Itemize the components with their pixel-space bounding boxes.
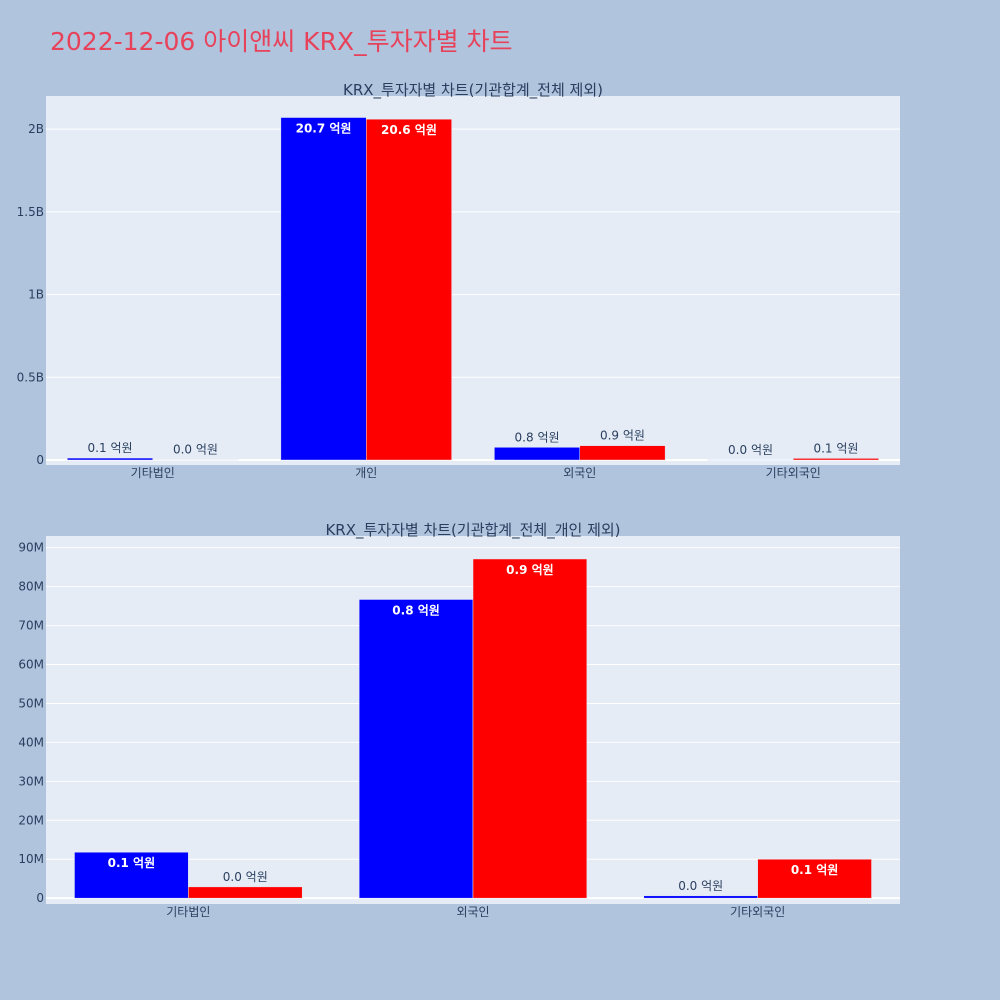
data-label: 20.6 억원 xyxy=(381,123,437,137)
data-label: 0.9 억원 xyxy=(506,563,554,577)
y-tick-label: 80M xyxy=(18,580,44,594)
data-label: 0.0 억원 xyxy=(678,879,723,893)
y-tick-label: 40M xyxy=(18,735,44,749)
y-tick-label: 1B xyxy=(28,288,44,302)
data-label: 0.0 억원 xyxy=(173,443,218,457)
data-label: 0.0 억원 xyxy=(728,443,773,457)
bar xyxy=(358,599,474,899)
y-tick-label: 50M xyxy=(18,696,44,710)
data-label: 0.1 억원 xyxy=(791,863,839,877)
bar xyxy=(579,445,666,461)
y-tick-label: 20M xyxy=(18,813,44,827)
bar xyxy=(67,457,153,461)
bar xyxy=(280,117,367,461)
chart-title: KRX_투자자별 차트(기관합계_전체_개인 제외) xyxy=(325,521,620,540)
y-tick-label: 70M xyxy=(18,619,44,633)
y-tick-label: 0 xyxy=(36,891,44,905)
x-tick-label: 기타법인 xyxy=(166,905,210,919)
data-label: 0.8 억원 xyxy=(392,603,440,617)
data-label: 0.1 억원 xyxy=(108,856,156,870)
x-tick-label: 외국인 xyxy=(456,905,489,919)
chart-title: KRX_투자자별 차트(기관합계_전체 제외) xyxy=(343,81,603,100)
bar xyxy=(707,459,794,461)
data-label: 0.9 억원 xyxy=(600,429,645,443)
y-tick-label: 10M xyxy=(18,852,44,866)
x-tick-label: 기타외국인 xyxy=(766,466,821,480)
data-label: 20.7 억원 xyxy=(296,122,352,136)
bar xyxy=(188,886,303,899)
x-tick-label: 기타외국인 xyxy=(730,905,785,919)
data-label: 0.8 억원 xyxy=(515,430,560,444)
bar xyxy=(757,858,872,899)
data-label: 0.1 억원 xyxy=(88,441,133,455)
chart-top: 0 0.5B 1B 1.5B 2B KRX_투자자별 차트(기관합계_전체 제외) 기타법인… xyxy=(17,81,900,480)
bar xyxy=(793,458,879,461)
y-tick-label: 0 xyxy=(36,453,44,467)
chart-bottom: 0 10M 20M 30M 40M 50M 60M 70M 80M 90M KRX_투자자별 차트(… xyxy=(18,521,900,919)
y-tick-label: 1.5B xyxy=(17,205,44,219)
x-tick-label: 외국인 xyxy=(563,466,596,480)
page-title: 2022-12-06 아이앤씨 KRX_투자자별 차트 xyxy=(50,27,513,56)
y-tick-label: 2B xyxy=(28,122,44,136)
bar xyxy=(494,447,581,461)
bar xyxy=(643,895,758,899)
y-tick-label: 60M xyxy=(18,658,44,672)
bar xyxy=(152,459,239,461)
y-tick-label: 90M xyxy=(18,541,44,555)
data-label: 0.1 억원 xyxy=(813,441,858,455)
data-label: 0.0 억원 xyxy=(223,870,268,884)
y-tick-label: 0.5B xyxy=(17,370,44,384)
bar xyxy=(74,851,189,899)
y-tick-label: 30M xyxy=(18,774,44,788)
bar xyxy=(472,558,588,899)
x-tick-label: 기타법인 xyxy=(131,466,175,480)
x-tick-label: 개인 xyxy=(355,466,377,480)
plot-area xyxy=(46,96,900,465)
bar xyxy=(366,118,452,461)
